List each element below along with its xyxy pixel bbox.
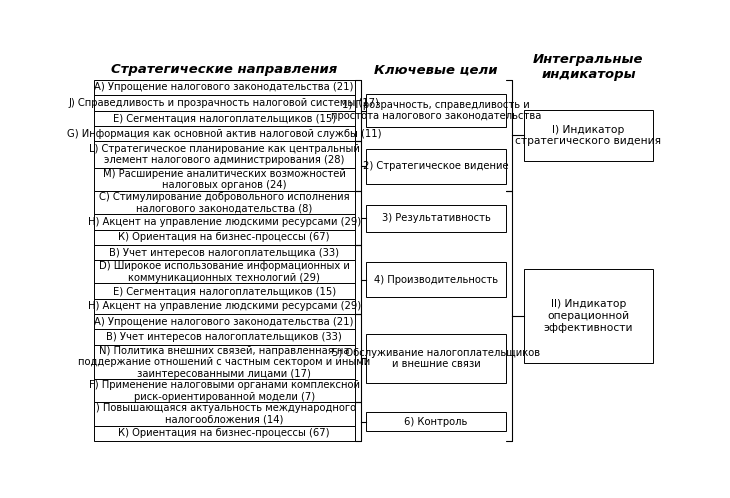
- Text: М) Расширение аналитических возможностей
налоговых органов (24): М) Расширение аналитических возможностей…: [103, 169, 345, 190]
- Text: 2) Стратегическое видение: 2) Стратегическое видение: [364, 161, 509, 171]
- Bar: [93, 426, 355, 441]
- Text: 5) Обслуживание налогоплательщиков
и внешние связи: 5) Обслуживание налогоплательщиков и вне…: [332, 348, 540, 369]
- Bar: [93, 214, 355, 230]
- Text: К) Ориентация на бизнес-процессы (67): К) Ориентация на бизнес-процессы (67): [118, 232, 330, 243]
- Bar: [93, 230, 355, 245]
- Bar: [93, 168, 355, 191]
- Text: Ключевые цели: Ключевые цели: [374, 63, 498, 76]
- Text: 3) Результативность: 3) Результативность: [382, 213, 491, 223]
- Bar: [93, 314, 355, 330]
- Bar: [93, 299, 355, 314]
- Bar: [93, 191, 355, 214]
- Text: К) Ориентация на бизнес-процессы (67): К) Ориентация на бизнес-процессы (67): [118, 428, 330, 438]
- Text: А) Упрощение налогового законодательства (21): А) Упрощение налогового законодательства…: [94, 83, 354, 93]
- Text: I) Индикатор
стратегического видения: I) Индикатор стратегического видения: [515, 124, 661, 146]
- Text: С) Стимулирование добровольного исполнения
налогового законодательства (8): С) Стимулирование добровольного исполнен…: [99, 192, 350, 214]
- Text: Н) Акцент на управление людскими ресурсами (29): Н) Акцент на управление людскими ресурса…: [88, 301, 361, 311]
- Text: J) Справедливость и прозрачность налоговой системы (17): J) Справедливость и прозрачность налогов…: [69, 98, 380, 108]
- Text: 6) Контроль: 6) Контроль: [404, 417, 468, 427]
- Bar: [93, 126, 355, 141]
- Bar: [523, 268, 653, 364]
- Text: Н) Акцент на управление людскими ресурсами (29): Н) Акцент на управление людскими ресурса…: [88, 217, 361, 227]
- Bar: [93, 111, 355, 126]
- Bar: [93, 80, 355, 95]
- Text: D) Широкое использование информационных и
коммуникационных технологий (29): D) Широкое использование информационных …: [99, 261, 350, 283]
- Text: 1) Прозрачность, справедливость и
простота налогового законодательства: 1) Прозрачность, справедливость и просто…: [331, 100, 542, 122]
- Text: N) Политика внешних связей, направленная на
поддержание отношений с частным сект: N) Политика внешних связей, направленная…: [78, 346, 370, 379]
- Text: I) Повышающаяся актуальность международного
налогообложения (14): I) Повышающаяся актуальность международн…: [93, 403, 356, 425]
- Bar: [366, 262, 506, 297]
- Text: А) Упрощение налогового законодательства (21): А) Упрощение налогового законодательства…: [94, 317, 354, 327]
- Text: Стратегические направления: Стратегические направления: [111, 63, 337, 76]
- Bar: [93, 330, 355, 345]
- Bar: [93, 95, 355, 111]
- Text: 4) Производительность: 4) Производительность: [374, 274, 498, 284]
- Bar: [93, 345, 355, 379]
- Text: G) Информация как основной актив налоговой службы (11): G) Информация как основной актив налогов…: [67, 128, 381, 138]
- Bar: [93, 141, 355, 168]
- Bar: [366, 334, 506, 382]
- Bar: [93, 260, 355, 283]
- Text: Интегральные
индикаторы: Интегральные индикаторы: [533, 53, 644, 82]
- Bar: [93, 379, 355, 402]
- Text: Е) Сегментация налогоплательщиков (15): Е) Сегментация налогоплательщиков (15): [112, 286, 336, 296]
- Text: F) Применение налоговыми органами комплексной
риск-ориентированной модели (7): F) Применение налоговыми органами компле…: [88, 380, 360, 402]
- Bar: [366, 205, 506, 232]
- Bar: [93, 402, 355, 426]
- Bar: [93, 245, 355, 260]
- Bar: [523, 111, 653, 160]
- Bar: [93, 283, 355, 299]
- Bar: [366, 149, 506, 184]
- Text: В) Учет интересов налогоплательщиков (33): В) Учет интересов налогоплательщиков (33…: [107, 332, 342, 342]
- Bar: [366, 94, 506, 127]
- Text: Е) Сегментация налогоплательщиков (15): Е) Сегментация налогоплательщиков (15): [112, 113, 336, 123]
- Text: L) Стратегическое планирование как центральный
элемент налогового администрирова: L) Стратегическое планирование как центр…: [89, 144, 360, 165]
- Bar: [366, 412, 506, 431]
- Text: II) Индикатор
операционной
эффективности: II) Индикатор операционной эффективности: [544, 299, 633, 333]
- Text: В) Учет интересов налогоплательщика (33): В) Учет интересов налогоплательщика (33): [110, 248, 339, 257]
